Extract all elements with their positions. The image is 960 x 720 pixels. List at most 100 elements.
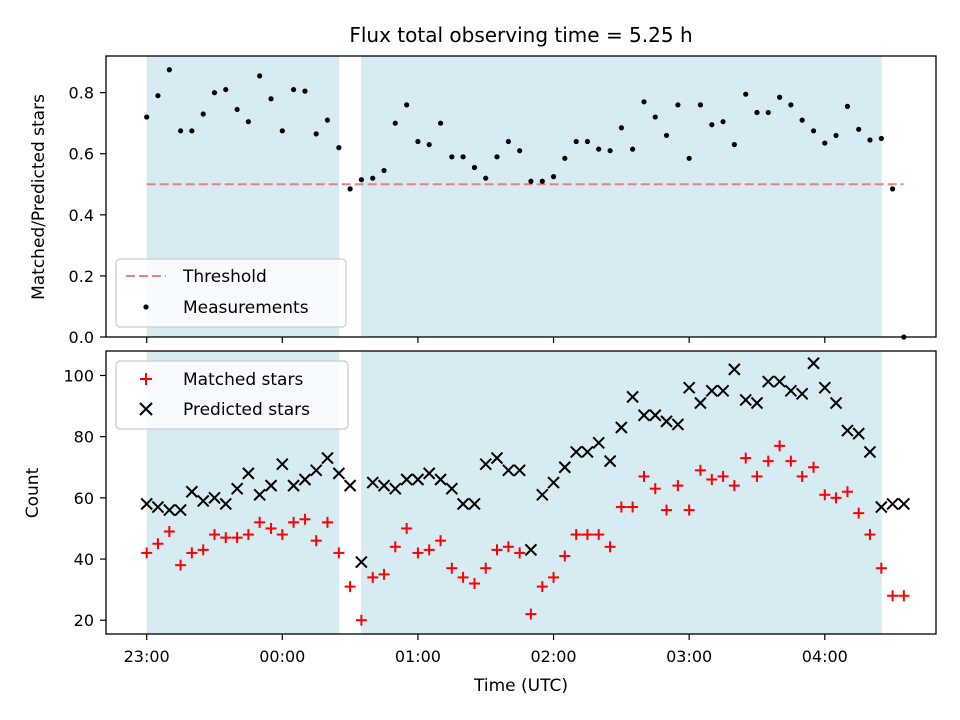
measurement-point [494,154,500,160]
predicted-stars-point [264,479,278,492]
predicted-stars-point [671,418,685,431]
matched-stars-point [649,483,661,495]
ratio-observing-window-1 [360,56,882,337]
predicted-stars-point [841,424,854,437]
matched-stars-point [502,541,514,553]
predicted-stars-point [569,445,583,459]
matched-stars-point [819,489,831,501]
measurement-point [652,114,658,120]
measurement-point [234,106,240,113]
matched-stars-point [265,522,277,534]
matched-stars-point [355,614,367,626]
predicted-stars-point [694,396,707,410]
count-y-tick-label: 80 [74,428,94,447]
predicted-stars-point [197,494,210,508]
ratio-y-tick-label: 0.2 [69,267,94,286]
matched-stars-point [220,532,232,544]
count-panel: 20 40 60 80 100 23:00 00:00 01:00 02:00 03:00 04:… [23,350,937,696]
count-y-tick-label: 40 [74,550,94,569]
matched-stars-point [694,464,706,476]
measurement-point [200,111,206,117]
predicted-stars-point [592,436,605,449]
matched-stars-point [197,544,209,556]
measurement-point [550,174,557,180]
matched-stars-point [536,581,548,593]
matched-stars-point [661,504,673,516]
predicted-stars-point [287,479,300,492]
measurement-point [743,91,749,97]
predicted-stars-point [863,445,877,459]
measurement-point [155,93,161,99]
ratio-y-axis-label: Matched/Predicted stars [29,94,49,300]
predicted-stars-point [716,384,730,397]
measurement-point [336,145,342,151]
measurement-point [290,86,297,93]
matched-stars-point [152,538,164,550]
measurement-point [697,102,704,108]
predicted-stars-point [705,384,719,397]
predicted-stars-point [536,488,549,502]
matched-stars-point [163,526,175,538]
measurement-point [144,114,150,120]
predicted-stars-point [400,473,413,486]
predicted-stars-point [818,381,831,394]
measurement-point [754,109,760,116]
measurement-point [709,122,715,128]
matched-stars-point [401,522,413,534]
predicted-legend-swatch [139,402,153,416]
measurement-point [663,132,670,139]
predicted-stars-point [581,445,594,459]
measurement-point [630,146,636,152]
predicted-stars-point [479,457,492,471]
predicted-stars-point [762,375,775,388]
count-legend-box [115,360,349,430]
measurement-point [257,73,263,79]
measurement-point [584,138,591,145]
ratio-axes-frame [105,55,937,338]
matched-stars-point [841,486,853,498]
x-tick-label: 00:00 [259,647,305,666]
measurement-point [573,138,579,145]
predicted-stars-point [366,476,379,489]
count-y-tick-label: 100 [63,366,94,385]
measurement-point [505,138,511,145]
measurement-point [460,154,466,160]
matched-stars-point [615,501,627,513]
matched-stars-point [559,550,571,562]
measurement-point [788,102,794,108]
measurements-legend-swatch [143,304,149,310]
predicted-stars-point [852,427,865,440]
ratio-panel: 0.00.20.40.60.8 Matched/Predicted stars … [29,55,937,347]
matched-stars-point [887,590,899,602]
predicted-stars-point [547,476,560,489]
matched-stars-point [254,516,266,528]
predicted-stars-point [151,500,165,514]
x-tick-label: 23:00 [124,647,170,666]
predicted-stars-point [660,415,673,428]
measurement-point [562,155,568,161]
matched-stars-point [276,529,288,541]
measurement-point [437,120,444,126]
matched-stars-point [141,547,153,559]
x-tick-label: 03:00 [666,647,712,666]
predicted-stars-point [603,454,617,468]
matched-stars-point [468,578,480,590]
count-y-axis-label: Count [23,467,43,518]
measurement-point [878,135,884,142]
measurement-point [844,103,851,109]
predicted-stars-point [524,543,538,557]
predicted-stars-point [355,555,368,569]
measurement-point [381,167,387,174]
predicted-stars-point [185,485,199,498]
matched-stars-point [446,562,458,574]
matched-stars-point [762,455,774,467]
matched-stars-point [683,504,695,516]
predicted-stars-point [468,497,481,511]
measurement-point [720,119,726,125]
measurement-point [686,155,692,161]
measurement-point [675,102,681,108]
measurement-point [833,132,839,139]
measurement-point [177,128,184,134]
predicted-stars-point [343,479,357,492]
predicted-stars-point [750,396,764,410]
